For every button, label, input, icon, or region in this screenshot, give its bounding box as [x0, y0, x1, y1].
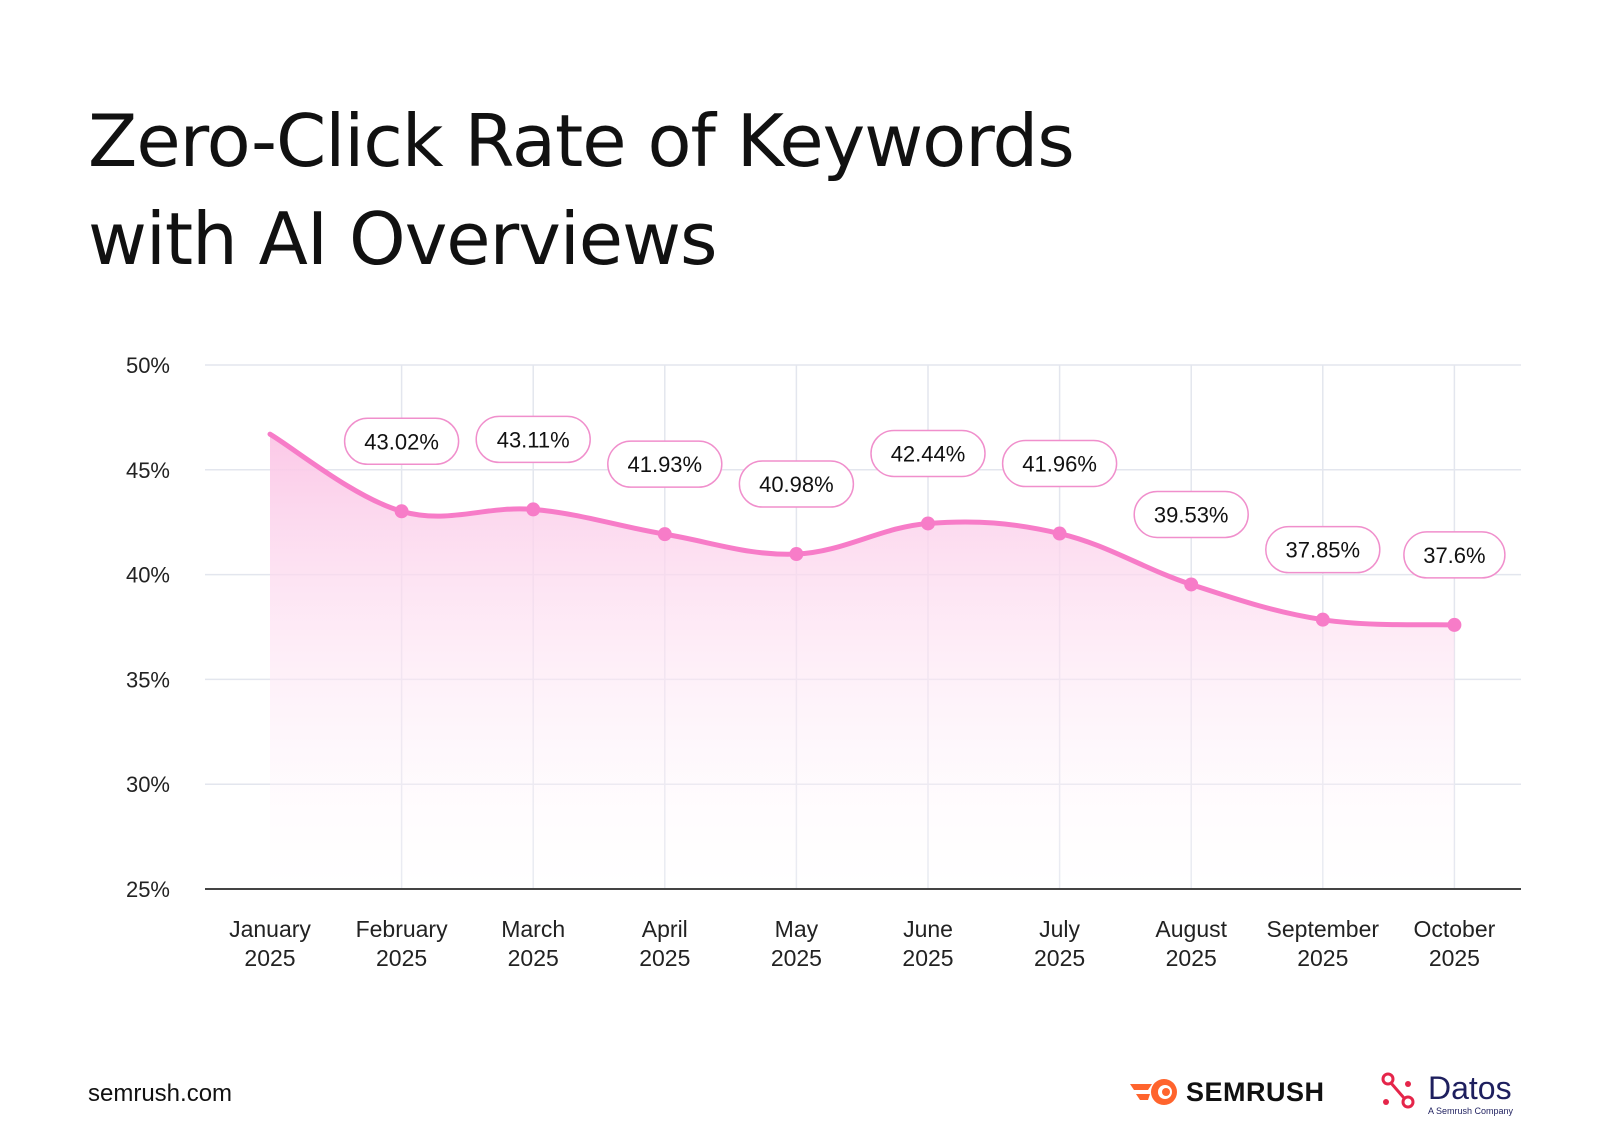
data-label: 43.11%: [475, 415, 591, 464]
data-point[interactable]: [1447, 617, 1462, 632]
datos-tagline: A Semrush Company: [1428, 1106, 1514, 1116]
svg-text:40.98%: 40.98%: [759, 472, 834, 497]
y-tick-label: 45%: [126, 458, 170, 483]
svg-text:39.53%: 39.53%: [1154, 502, 1229, 527]
data-point[interactable]: [921, 516, 935, 531]
svg-text:43.02%: 43.02%: [364, 429, 439, 454]
y-tick-label: 40%: [126, 563, 170, 588]
data-point[interactable]: [1052, 526, 1067, 541]
data-point[interactable]: [394, 504, 409, 519]
data-label: 37.85%: [1265, 525, 1381, 574]
x-tick-label: August: [1155, 916, 1227, 942]
y-tick-label: 25%: [126, 877, 170, 902]
x-tick-label: 2025: [508, 945, 559, 971]
x-tick-label: 2025: [1297, 945, 1348, 971]
area-fill: [270, 434, 1455, 889]
data-label: 42.44%: [870, 429, 986, 478]
chart-title: Zero-Click Rate of Keywords with AI Over…: [88, 92, 1075, 288]
x-tick-label: May: [775, 916, 819, 942]
x-tick-label: July: [1039, 916, 1080, 942]
x-tick-label: 2025: [1429, 945, 1480, 971]
x-tick-label: January: [229, 916, 311, 942]
x-tick-label: February: [356, 916, 449, 942]
datos-logo: Datos A Semrush Company: [1380, 1072, 1513, 1116]
x-tick-label: April: [642, 916, 688, 942]
data-label: 39.53%: [1133, 490, 1249, 539]
data-label: 41.96%: [1001, 439, 1118, 488]
title-line-2: with AI Overviews: [88, 197, 718, 281]
source-url: semrush.com: [88, 1080, 233, 1107]
data-point[interactable]: [1184, 577, 1199, 592]
semrush-logo: SEMRUSH: [1128, 1076, 1325, 1108]
y-tick-label: 30%: [126, 772, 170, 797]
semrush-wordmark: SEMRUSH: [1186, 1076, 1325, 1107]
svg-text:42.44%: 42.44%: [891, 441, 966, 466]
data-line: [267, 431, 1457, 628]
svg-text:41.96%: 41.96%: [1022, 452, 1097, 477]
data-point[interactable]: [789, 547, 804, 562]
data-label: 41.93%: [607, 440, 723, 488]
data-point[interactable]: [1315, 612, 1330, 627]
x-tick-label: 2025: [902, 945, 953, 971]
x-tick-label: 2025: [1166, 945, 1217, 971]
data-label: 37.6%: [1403, 531, 1506, 579]
data-label: 43.02%: [343, 417, 460, 466]
x-tick-label: 2025: [244, 945, 295, 971]
x-tick-label: 2025: [1034, 945, 1085, 971]
datos-wordmark: Datos: [1428, 1070, 1512, 1106]
y-tick-label: 35%: [126, 667, 170, 692]
datos-nodes-icon: [1381, 1072, 1415, 1109]
svg-text:41.93%: 41.93%: [627, 452, 702, 477]
x-tick-label: 2025: [639, 945, 690, 971]
data-label: 40.98%: [738, 460, 855, 508]
x-tick-label: September: [1267, 916, 1380, 942]
x-tick-label: 2025: [376, 945, 427, 971]
semrush-flame-icon: [1130, 1079, 1177, 1105]
title-line-1: Zero-Click Rate of Keywords: [88, 99, 1075, 183]
svg-text:43.11%: 43.11%: [497, 427, 570, 452]
data-point[interactable]: [657, 527, 672, 542]
x-tick-label: 2025: [771, 945, 822, 971]
x-tick-label: March: [501, 916, 565, 942]
data-point[interactable]: [526, 502, 541, 517]
y-tick-label: 50%: [126, 353, 170, 378]
svg-text:37.6%: 37.6%: [1423, 543, 1485, 568]
x-tick-label: October: [1413, 916, 1495, 942]
svg-text:37.85%: 37.85%: [1285, 538, 1360, 563]
x-tick-label: June: [903, 916, 953, 942]
